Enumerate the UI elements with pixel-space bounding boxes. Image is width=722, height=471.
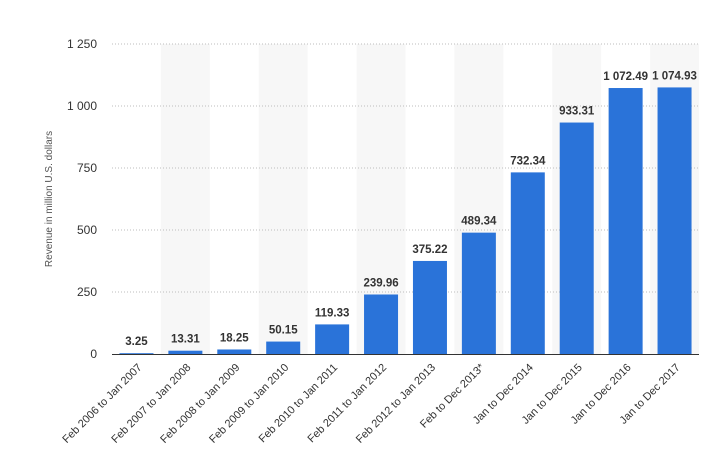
data-label-3: 50.15 (269, 325, 298, 337)
bar-9 (559, 122, 594, 354)
data-label-10: 1 072.49 (603, 71, 648, 83)
bars (119, 87, 692, 355)
y-axis-label: Revenue in million U.S. dollars (44, 131, 55, 267)
data-label-6: 375.22 (412, 244, 447, 256)
data-labels: 3.25 13.31 18.25 50.15 119.33 239.96 375.22 489… (125, 70, 697, 348)
bar-5 (364, 294, 399, 354)
bar-1 (168, 350, 203, 354)
y-tick-label-0: 0 (90, 347, 97, 361)
data-label-4: 119.33 (315, 307, 350, 319)
x-tick-label-1: Feb 2007 to Jan 2008 (109, 362, 193, 446)
x-tick-label-0: Feb 2006 to Jan 2007 (60, 362, 144, 446)
data-label-8: 732.34 (510, 155, 546, 167)
y-tick-label-2: 500 (77, 223, 97, 237)
data-label-9: 933.31 (559, 106, 595, 118)
y-tick-label-4: 1 000 (67, 99, 97, 113)
data-label-7: 489.34 (461, 216, 497, 228)
bar-11 (657, 87, 692, 354)
y-tick-label-1: 250 (77, 285, 97, 299)
bar-7 (461, 232, 496, 354)
data-label-5: 239.96 (363, 277, 398, 289)
data-label-2: 18.25 (220, 332, 249, 344)
data-label-11: 1 074.93 (652, 70, 697, 82)
x-tick-label-2: Feb 2008 to Jan 2009 (158, 362, 242, 446)
band-3 (258, 44, 308, 354)
bar-3 (266, 341, 301, 354)
data-label-0: 3.25 (125, 336, 148, 348)
data-label-1: 13.31 (171, 334, 200, 346)
band-1 (160, 44, 210, 354)
gridlines (112, 43, 699, 293)
bar-10 (608, 88, 643, 355)
y-axis-ticks: 0 250 500 750 1 000 1 250 (67, 37, 97, 361)
x-tick-label-3: Feb 2009 to Jan 2010 (207, 362, 291, 446)
bar-2 (217, 349, 252, 354)
bar-6 (412, 260, 447, 354)
y-tick-label-3: 750 (77, 161, 97, 175)
bar-0 (119, 353, 154, 354)
y-tick-label-5: 1 250 (67, 37, 97, 51)
x-tick-label-6: Feb 2012 to Jan 2013 (354, 362, 438, 446)
bar-8 (510, 172, 545, 354)
bar-4 (315, 324, 350, 354)
